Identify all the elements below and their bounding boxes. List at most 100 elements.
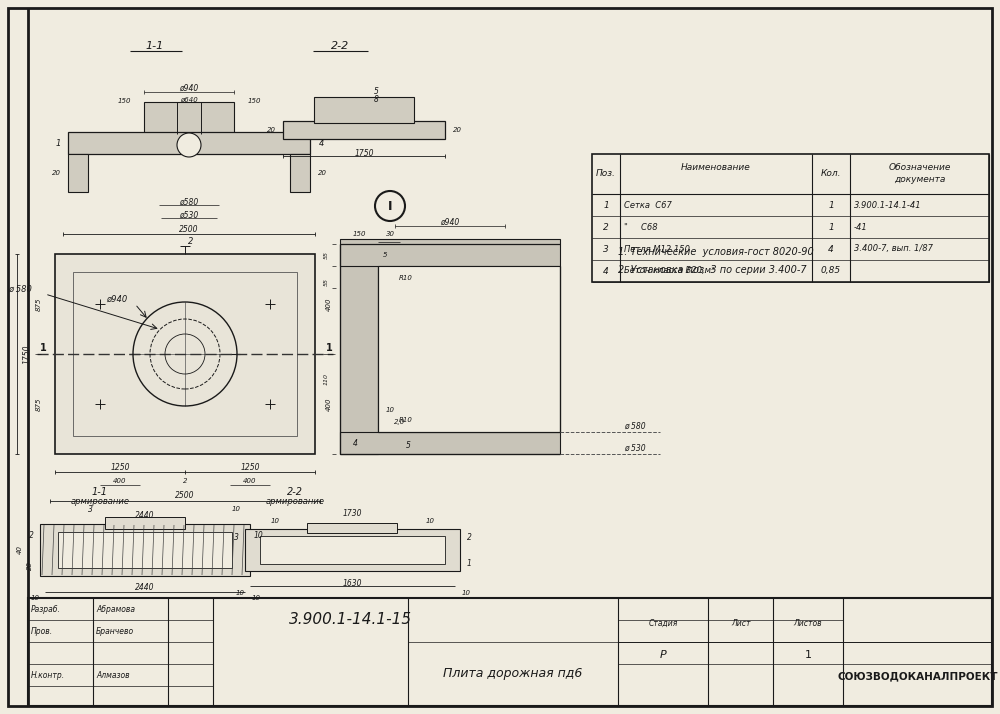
Text: 150: 150 — [352, 231, 366, 237]
Text: 3.400-7, вып. 1/87: 3.400-7, вып. 1/87 — [854, 244, 933, 253]
Text: 20: 20 — [266, 127, 276, 133]
Text: 2: 2 — [467, 533, 471, 541]
Text: ø 530: ø 530 — [624, 443, 646, 453]
Text: 1: 1 — [828, 223, 834, 231]
Text: 10: 10 — [254, 531, 264, 540]
Text: 1: 1 — [40, 343, 46, 353]
Text: Р: Р — [660, 650, 666, 660]
Bar — [73, 272, 297, 436]
Text: Лист: Лист — [731, 618, 750, 628]
Bar — [340, 244, 378, 454]
Text: 150: 150 — [247, 98, 261, 104]
Bar — [314, 97, 414, 123]
Text: 110: 110 — [324, 373, 328, 385]
Text: 1: 1 — [603, 201, 609, 209]
Text: 1. Технические  условия-гост 8020-90: 1. Технические условия-гост 8020-90 — [618, 247, 814, 257]
Text: Плита дорожная пд6: Плита дорожная пд6 — [443, 666, 583, 680]
Text: 10: 10 — [386, 407, 394, 413]
Text: Листов: Листов — [794, 618, 822, 628]
Text: Наименование: Наименование — [681, 164, 751, 173]
Text: 10: 10 — [462, 590, 471, 596]
Text: 55: 55 — [324, 251, 328, 259]
Bar — [592, 154, 989, 282]
Text: 3: 3 — [603, 244, 609, 253]
Bar — [340, 239, 560, 266]
Text: 2440: 2440 — [135, 511, 155, 521]
Text: 20: 20 — [452, 127, 462, 133]
Text: 4: 4 — [603, 266, 609, 276]
Text: 875: 875 — [36, 297, 42, 311]
Circle shape — [177, 133, 201, 157]
Text: 1-1: 1-1 — [146, 41, 164, 51]
Text: 1750: 1750 — [354, 149, 374, 158]
Text: 400: 400 — [113, 478, 127, 484]
Text: 1250: 1250 — [110, 463, 130, 473]
Text: Абрамова: Абрамова — [96, 605, 135, 613]
Text: ø940: ø940 — [179, 84, 199, 93]
Text: 20: 20 — [52, 170, 60, 176]
Bar — [290, 154, 310, 192]
Text: 2500: 2500 — [175, 491, 195, 501]
Text: 1: 1 — [467, 558, 471, 568]
Text: Обозначение: Обозначение — [888, 164, 951, 173]
Text: СОЮЗВОДОКАНАЛПРОЕКТ: СОЮЗВОДОКАНАЛПРОЕКТ — [837, 671, 998, 681]
Text: ø 580: ø 580 — [624, 421, 646, 431]
Text: Алмазов: Алмазов — [96, 670, 130, 680]
Text: 2-2: 2-2 — [287, 487, 303, 497]
Text: ø580: ø580 — [179, 198, 199, 206]
Text: 4: 4 — [828, 244, 834, 253]
Text: 10: 10 — [236, 590, 244, 596]
Text: 875: 875 — [36, 397, 42, 411]
Text: ø940: ø940 — [440, 218, 460, 226]
Text: Н.контр.: Н.контр. — [31, 670, 65, 680]
Text: 3.900.1-14.1-15: 3.900.1-14.1-15 — [289, 613, 412, 628]
Text: 400: 400 — [326, 397, 332, 411]
Text: 3.900.1-14.1-41: 3.900.1-14.1-41 — [854, 201, 922, 209]
Text: 2440: 2440 — [135, 583, 155, 593]
Text: 2,0: 2,0 — [394, 419, 406, 425]
Text: 10: 10 — [30, 595, 40, 601]
Text: 400: 400 — [243, 478, 257, 484]
Bar — [260, 536, 445, 564]
Text: армирование: армирование — [70, 498, 130, 506]
Text: 2: 2 — [603, 223, 609, 231]
Bar — [40, 524, 250, 576]
Text: 8: 8 — [374, 94, 378, 104]
Text: 1250: 1250 — [240, 463, 260, 473]
Text: R10: R10 — [399, 417, 413, 423]
Text: 3: 3 — [234, 533, 238, 541]
Text: 1750: 1750 — [22, 344, 32, 363]
Bar — [28, 598, 992, 706]
Text: R10: R10 — [399, 275, 413, 281]
Bar — [55, 254, 315, 454]
Text: 1: 1 — [326, 343, 332, 353]
Text: Поз.: Поз. — [596, 169, 616, 178]
Text: 10: 10 — [252, 595, 260, 601]
Bar — [68, 154, 88, 192]
Text: Стадия: Стадия — [648, 618, 678, 628]
Text: 0,85: 0,85 — [821, 266, 841, 276]
Text: 2: 2 — [29, 531, 33, 540]
Text: 30: 30 — [386, 231, 394, 237]
Text: I: I — [388, 199, 392, 213]
Text: Пров.: Пров. — [31, 626, 53, 635]
Text: Бранчево: Бранчево — [96, 626, 134, 635]
Text: 1-1: 1-1 — [92, 487, 108, 497]
Text: "     С68: " С68 — [624, 223, 658, 231]
Text: Бетон класса В20,м³: Бетон класса В20,м³ — [624, 266, 714, 276]
Text: ø640: ø640 — [180, 97, 198, 103]
Text: 150: 150 — [117, 98, 131, 104]
Text: -41: -41 — [854, 223, 868, 231]
Bar — [378, 266, 560, 432]
Text: 4: 4 — [319, 139, 325, 148]
Text: Кол.: Кол. — [821, 169, 841, 178]
Text: ø940: ø940 — [106, 294, 128, 303]
Bar — [68, 132, 310, 154]
Text: 10: 10 — [426, 518, 434, 524]
Text: 55: 55 — [324, 278, 328, 286]
Text: 10: 10 — [232, 506, 240, 512]
Text: ø530: ø530 — [179, 211, 199, 219]
Text: 2. Установка поз. 3 по серии 3.400-7: 2. Установка поз. 3 по серии 3.400-7 — [618, 265, 807, 275]
Bar — [245, 529, 460, 571]
Text: 2500: 2500 — [179, 226, 199, 234]
